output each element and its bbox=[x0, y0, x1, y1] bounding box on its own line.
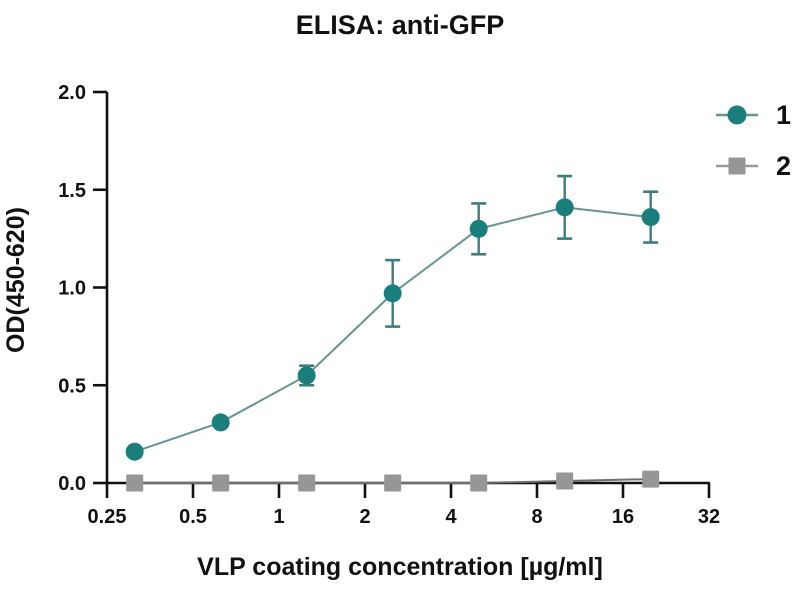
series-1-line bbox=[134, 206, 651, 453]
axis-spines bbox=[105, 92, 710, 485]
series-1-point-icon bbox=[469, 219, 488, 238]
series-2 bbox=[126, 470, 660, 492]
x-tick-label: 1 bbox=[273, 506, 284, 528]
series-1-point-icon bbox=[125, 442, 144, 461]
series-2-point-icon bbox=[642, 470, 660, 488]
series-2-point-icon bbox=[212, 474, 230, 492]
series-2-point-icon bbox=[470, 474, 488, 492]
series-1 bbox=[125, 174, 660, 461]
series-1-point-icon bbox=[297, 366, 316, 385]
y-tick-label: 0.0 bbox=[58, 473, 86, 495]
legend-item-1: 1 bbox=[716, 100, 791, 130]
y-tick-label: 1.5 bbox=[58, 180, 86, 202]
x-tick-label: 4 bbox=[445, 506, 457, 528]
x-tick-label: 2 bbox=[359, 506, 370, 528]
y-tick-label: 1.0 bbox=[58, 278, 86, 300]
x-axis-label: VLP coating concentration [µg/ml] bbox=[197, 553, 603, 581]
x-tick-label: 16 bbox=[612, 506, 634, 528]
x-tick-label: 32 bbox=[698, 506, 720, 528]
series-2-point-icon bbox=[556, 472, 574, 490]
y-tick-label: 0.5 bbox=[58, 375, 86, 397]
legend-label: 2 bbox=[776, 151, 791, 181]
series-1-point-icon bbox=[383, 284, 402, 303]
y-axis-label: OD(450-620) bbox=[2, 207, 30, 353]
series-2-point-icon bbox=[384, 474, 402, 492]
x-tick-label: 0.25 bbox=[88, 506, 127, 528]
series-1-point-icon bbox=[211, 413, 230, 432]
series-2-point-icon bbox=[298, 474, 316, 492]
legend-item-2: 2 bbox=[716, 151, 791, 181]
x-tick-label: 8 bbox=[531, 506, 542, 528]
y-tick-label: 2.0 bbox=[58, 82, 86, 104]
chart-title: ELISA: anti-GFP bbox=[296, 10, 505, 40]
x-tick-label: 0.5 bbox=[179, 506, 207, 528]
series-1-point-icon bbox=[641, 208, 660, 227]
legend-circle-marker-icon bbox=[727, 105, 747, 125]
legend: 12 bbox=[716, 100, 791, 181]
series-1-point-icon bbox=[555, 198, 574, 217]
axes: 0.0 0.5 1.0 1.5 2.0 0.25 0.5 1 2 4 8 16 32 bbox=[58, 82, 720, 528]
legend-square-marker-icon bbox=[728, 157, 746, 175]
series-2-point-icon bbox=[126, 474, 144, 492]
legend-label: 1 bbox=[776, 100, 791, 130]
data-series bbox=[125, 174, 660, 492]
